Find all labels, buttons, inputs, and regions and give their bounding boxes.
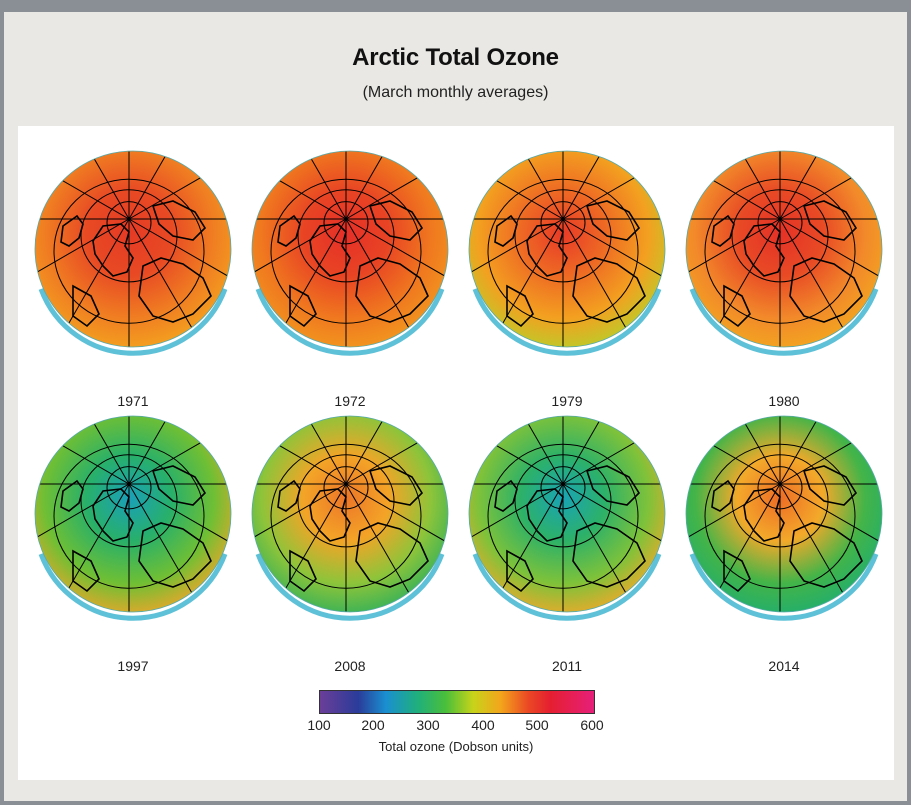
polar-projection xyxy=(685,150,883,356)
graticule xyxy=(469,151,665,347)
globe-map-1980: 1980 xyxy=(684,146,884,409)
globe-rim xyxy=(472,553,662,621)
globe-map-2014: 2014 xyxy=(684,411,884,674)
globe-rim xyxy=(255,553,445,621)
ozone-field xyxy=(686,151,882,347)
colorbar-label: Total ozone (Dobson units) xyxy=(378,739,534,754)
polar-projection xyxy=(251,150,449,356)
colorbar-tick: 400 xyxy=(471,717,495,733)
globe-map-1979: 1979 xyxy=(467,146,667,409)
ozone-field xyxy=(35,416,231,612)
globe-rim xyxy=(255,288,445,356)
maps-panel: 1971 1972 1979 1980 1997 2008 2011 2014 100 200… xyxy=(18,126,894,780)
globe-map-2008: 2008 xyxy=(250,411,450,674)
globe-rim xyxy=(38,288,228,356)
year-label: 1972 xyxy=(334,393,366,409)
ozone-field xyxy=(252,151,448,347)
year-label: 1997 xyxy=(117,658,149,674)
year-label: 2011 xyxy=(551,658,583,674)
colorbar-tick: 100 xyxy=(307,717,331,733)
globe-map-1997: 1997 xyxy=(33,411,233,674)
figure-title: Arctic Total Ozone xyxy=(352,44,559,71)
year-label: 1971 xyxy=(117,393,149,409)
graticule xyxy=(469,416,665,612)
colorbar-tick: 600 xyxy=(580,717,604,733)
globe-rim xyxy=(689,288,879,356)
ozone-field xyxy=(469,151,665,347)
colorbar-tick: 500 xyxy=(525,717,549,733)
graticule xyxy=(35,151,231,347)
year-label: 1979 xyxy=(551,393,583,409)
polar-projection xyxy=(34,415,232,621)
figure-frame: Arctic Total Ozone (March monthly averag… xyxy=(4,12,907,801)
polar-projection xyxy=(468,415,666,621)
globe-map-1972: 1972 xyxy=(250,146,450,409)
year-label: 2014 xyxy=(768,658,800,674)
ozone-field xyxy=(686,416,882,612)
year-label: 2008 xyxy=(334,658,366,674)
globe-rim xyxy=(689,553,879,621)
polar-projection xyxy=(251,415,449,621)
polar-projection xyxy=(34,150,232,356)
year-label: 1980 xyxy=(768,393,800,409)
globe-rim xyxy=(472,288,662,356)
ozone-field xyxy=(469,416,665,612)
graticule xyxy=(252,416,448,612)
globe-rim xyxy=(38,553,228,621)
graticule xyxy=(252,151,448,347)
colorbar-tick: 200 xyxy=(361,717,385,733)
ozone-field xyxy=(35,151,231,347)
globe-map-2011: 2011 xyxy=(467,411,667,674)
ozone-field xyxy=(252,416,448,612)
graticule xyxy=(35,416,231,612)
globe-map-1971: 1971 xyxy=(33,146,233,409)
ozone-colorbar xyxy=(319,690,595,714)
figure-subtitle: (March monthly averages) xyxy=(362,84,549,101)
polar-projection xyxy=(468,150,666,356)
polar-projection xyxy=(685,415,883,621)
colorbar-tick: 300 xyxy=(416,717,440,733)
